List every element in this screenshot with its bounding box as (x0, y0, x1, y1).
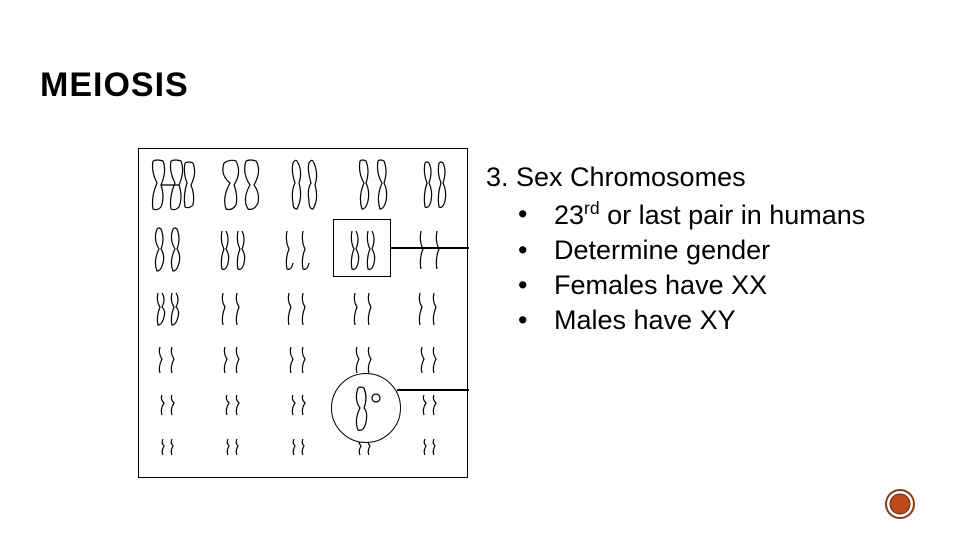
bullet-item: • Determine gender (518, 233, 865, 268)
chromosome-pair (289, 391, 317, 417)
chromosome-pair (147, 157, 201, 213)
chromosome-pair (156, 343, 188, 375)
chromosome-pair (219, 289, 255, 327)
chromosome-pair (421, 435, 447, 457)
bullet-item: • 23rd or last pair in humans (518, 197, 865, 233)
list-number: 3. (486, 160, 516, 195)
bullet-marker: • (518, 233, 554, 268)
chromosome-pair (416, 289, 452, 327)
content-block: 3. Sex Chromosomes • 23rd or last pair i… (486, 160, 865, 338)
bullet-item: • Males have XY (518, 303, 865, 338)
chromosome-pair (415, 227, 455, 273)
chromosome-pair (290, 435, 316, 457)
bullet-text: 23rd or last pair in humans (554, 197, 865, 233)
bullet-marker: • (518, 303, 554, 338)
bullet-marker: • (518, 197, 554, 233)
chromosome-pair (216, 227, 256, 273)
chromosome-pair (281, 227, 321, 273)
list-heading: Sex Chromosomes (516, 160, 746, 195)
callout-line (397, 389, 469, 391)
chromosome-pair (353, 343, 385, 375)
chromosome-pair (289, 157, 337, 213)
bullet-marker: • (518, 268, 554, 303)
chromosome-pair (218, 157, 272, 213)
chromosome-pair (159, 435, 185, 457)
karyotype-diagram (138, 148, 468, 478)
chromosome-pair (224, 435, 250, 457)
chromosome-pair (287, 343, 319, 375)
chromosome-pair (351, 289, 387, 327)
chromosome-pair (154, 289, 190, 327)
bullet-text: Females have XX (554, 268, 767, 303)
chromosome-pair (354, 157, 402, 213)
chromosome-pair (420, 391, 448, 417)
callout-circle (331, 373, 401, 443)
chromosome-pair (285, 289, 321, 327)
chromosome-pair (419, 157, 459, 213)
chromosome-pair (158, 391, 186, 417)
chromosome-pair (221, 343, 253, 375)
chromosome-pair (418, 343, 450, 375)
chromosome-pair (151, 227, 191, 273)
callout-line (391, 247, 469, 249)
chromosome-pair (223, 391, 251, 417)
bullet-text: Determine gender (554, 233, 770, 268)
bullet-item: • Females have XX (518, 268, 865, 303)
bullet-text: Males have XY (554, 303, 736, 338)
highlight-box (333, 219, 391, 277)
page-title: MEIOSIS (40, 66, 189, 105)
decorative-bullet-icon (884, 488, 916, 520)
